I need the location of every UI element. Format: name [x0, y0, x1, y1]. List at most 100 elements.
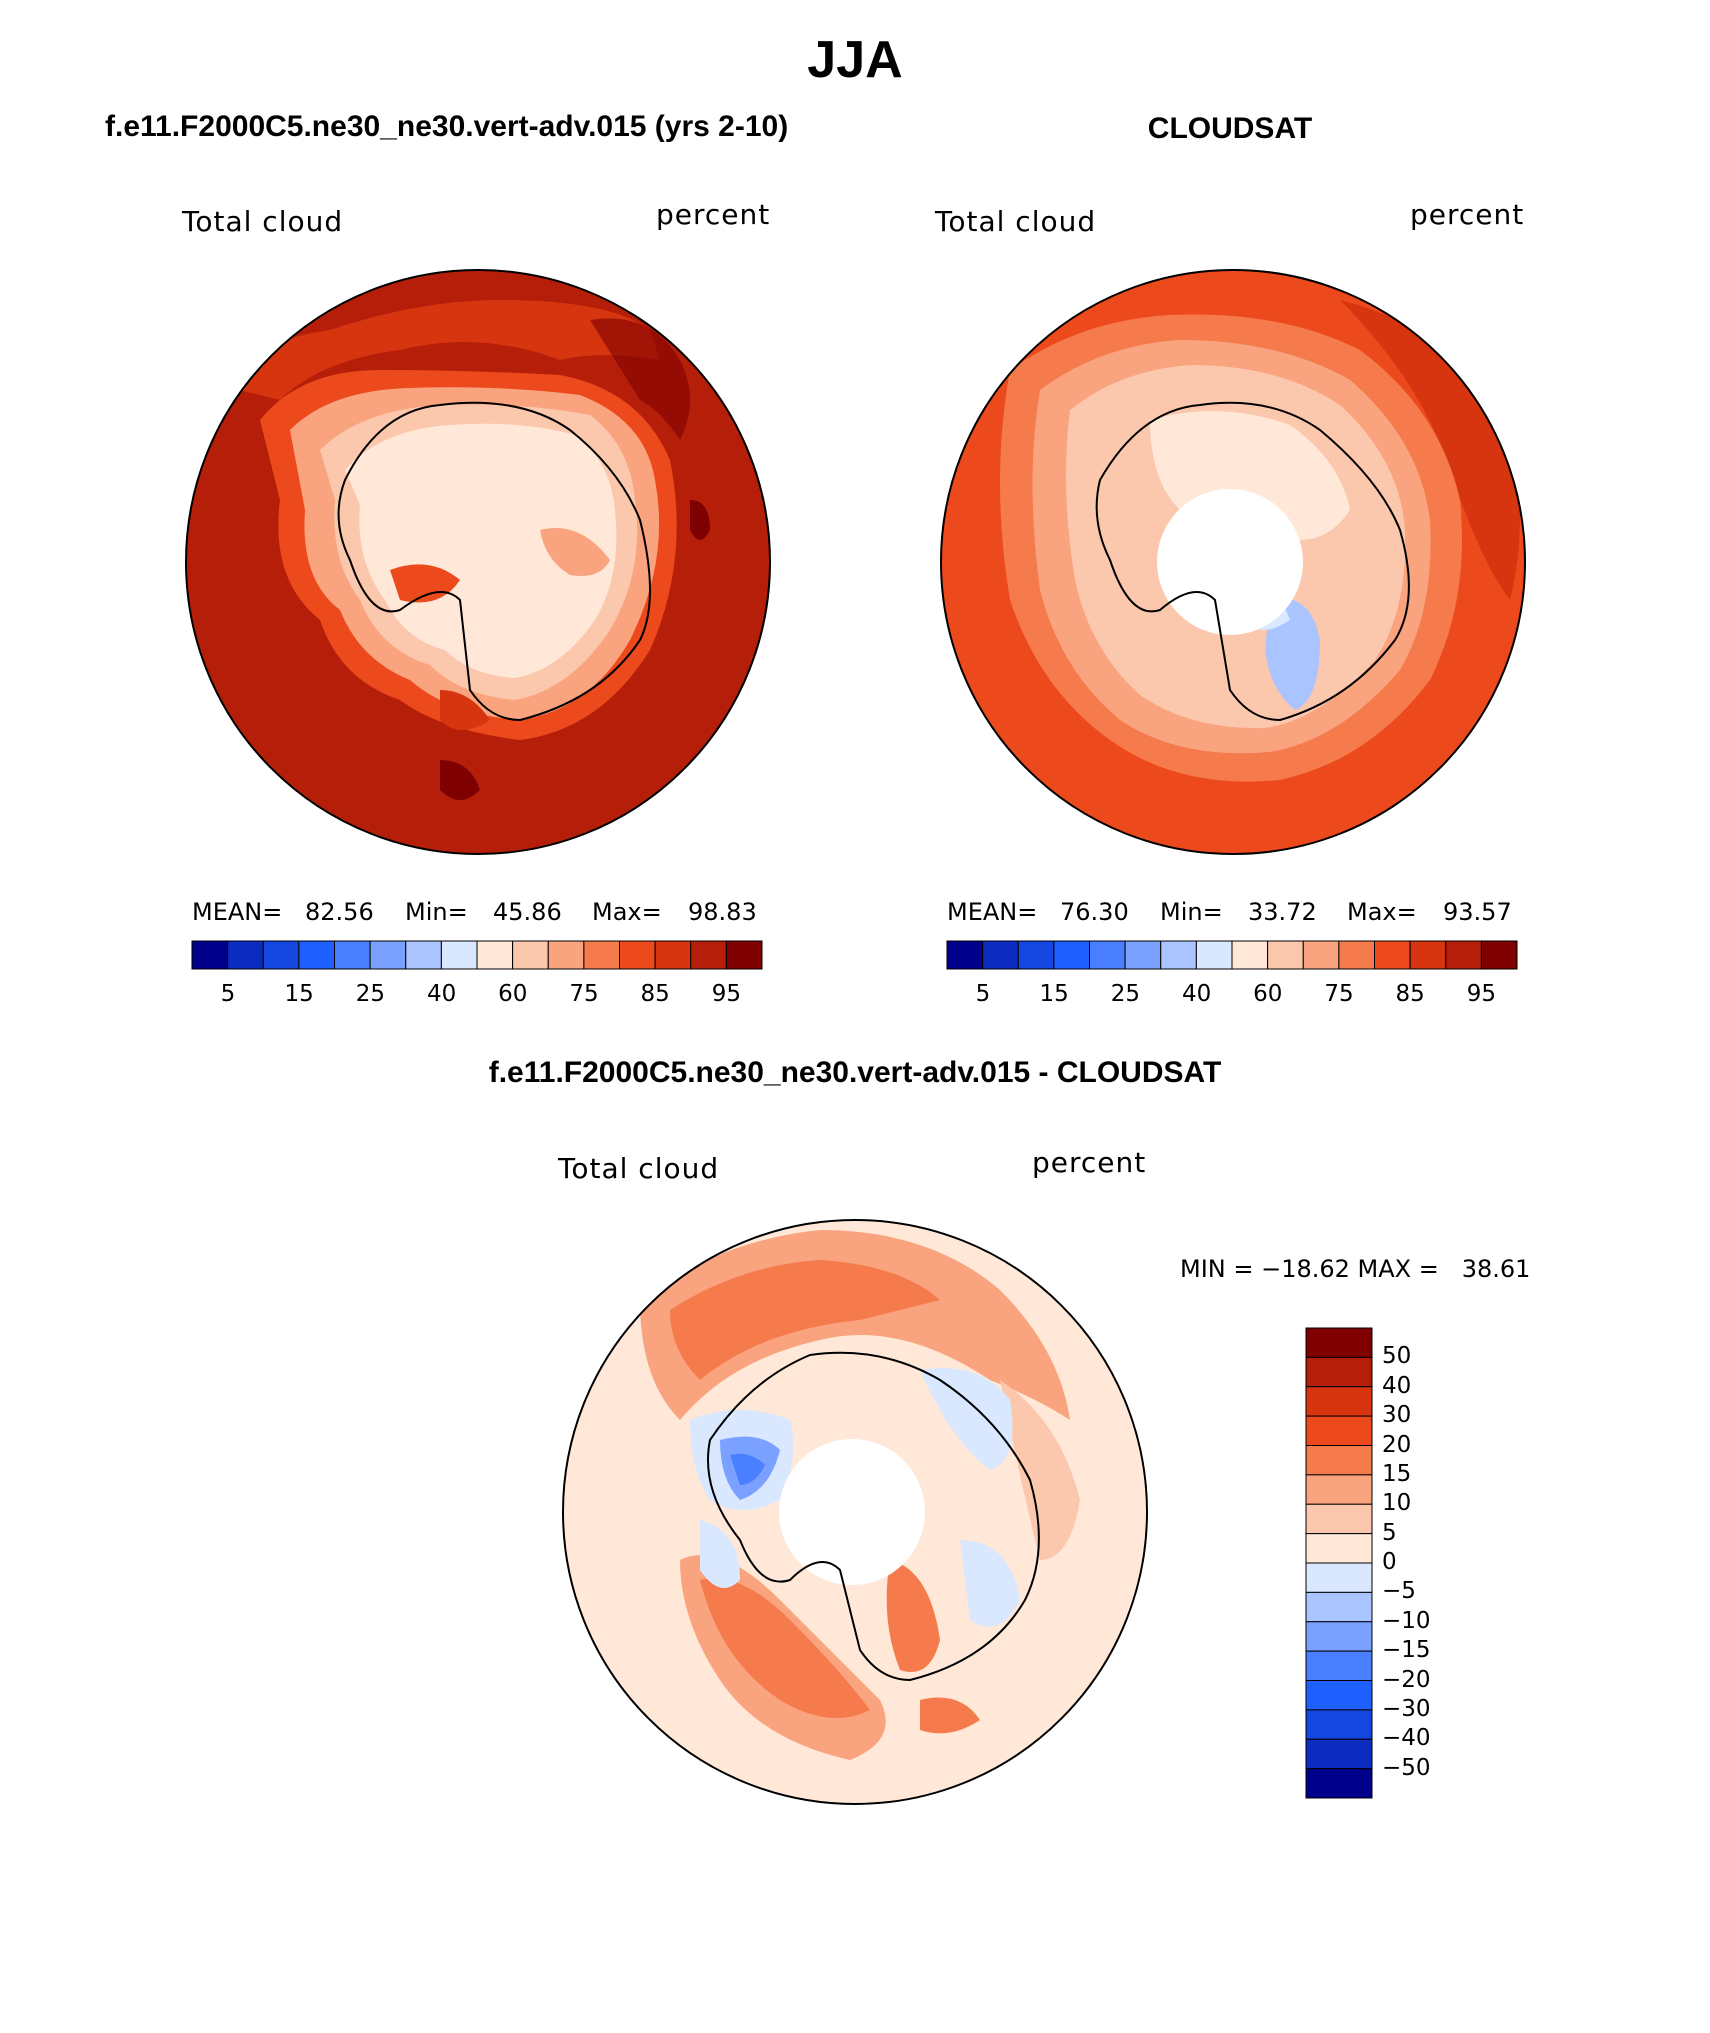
colorbar-swatch	[946, 940, 984, 970]
colorbar-swatch	[1305, 1768, 1373, 1799]
colorbar-tick-label: 40	[1382, 1372, 1412, 1399]
panel-diff-variable: Total cloud	[558, 1152, 720, 1185]
colorbar-swatch	[1231, 940, 1269, 970]
colorbar-swatch	[1195, 940, 1233, 970]
colorbar-swatch	[440, 940, 478, 970]
colorbar-tick-label: 25	[1110, 981, 1141, 1007]
panel-right-max-label: Max=	[1347, 898, 1417, 926]
colorbar-tick-label: 95	[711, 981, 742, 1007]
panel-left-min: 45.86	[493, 898, 562, 926]
colorbar-swatch	[1302, 940, 1340, 970]
colorbar-swatch	[334, 940, 371, 970]
colorbar-tick-label: 60	[498, 981, 528, 1007]
map-difference-total-cloud	[563, 1220, 1147, 1804]
colorbar-tick-label: −5	[1382, 1578, 1416, 1605]
colorbar-swatch	[1305, 1680, 1373, 1711]
colorbar-swatch	[1305, 1415, 1373, 1446]
colorbar-tick-label: 5	[975, 981, 991, 1007]
colorbar-swatch	[405, 940, 442, 970]
colorbar-swatch	[1305, 1503, 1373, 1535]
panel-diff-title: f.e11.F2000C5.ne30_ne30.vert-adv.015 - C…	[488, 1056, 1222, 1089]
panel-right-min-label: Min=	[1160, 898, 1223, 926]
colorbar-swatch	[619, 940, 656, 970]
panel-left-max: 98.83	[688, 898, 757, 926]
colorbar-tick-label: 5	[1382, 1519, 1397, 1546]
colorbar-swatch	[583, 940, 620, 970]
colorbar-tick-label: 85	[1395, 981, 1425, 1007]
colorbar-swatch	[1305, 1533, 1373, 1564]
colorbar-swatch	[512, 940, 549, 970]
colorbar-swatch	[476, 940, 514, 970]
colorbar-swatch	[1017, 940, 1055, 970]
colorbar-swatch	[1305, 1650, 1373, 1681]
colorbar-swatch	[1305, 1621, 1373, 1652]
panel-left-mean: 82.56	[305, 898, 374, 926]
colorbar-swatch	[1089, 940, 1126, 970]
colorbar-swatch	[547, 940, 585, 970]
map-cloudsat-total-cloud	[941, 270, 1525, 854]
colorbar-swatch	[1305, 1356, 1373, 1388]
colorbar-swatch	[1305, 1591, 1373, 1623]
colorbar-swatch	[1053, 940, 1090, 970]
colorbar-difference	[1305, 1327, 1373, 1799]
panel-right-title: CLOUDSAT	[1147, 112, 1313, 145]
colorbar-swatch	[1338, 940, 1375, 970]
colorbar-swatch	[1160, 940, 1197, 970]
colorbar-tick-label: 10	[1382, 1490, 1412, 1517]
colorbar-swatch	[1445, 940, 1482, 970]
colorbar-swatch	[654, 940, 692, 970]
colorbar-tick-label: 40	[1181, 981, 1212, 1007]
colorbar-swatch	[1305, 1445, 1373, 1476]
panel-right-variable: Total cloud	[935, 205, 1097, 238]
colorbar-swatch	[1305, 1562, 1373, 1593]
colorbar-swatch	[1305, 1738, 1373, 1770]
colorbar-tick-label: −10	[1382, 1607, 1431, 1634]
colorbar-swatch	[1267, 940, 1304, 970]
panel-right-units: percent	[1410, 198, 1525, 231]
colorbar-tick-label: 95	[1466, 981, 1497, 1007]
colorbar-swatch	[1305, 1327, 1373, 1358]
colorbar-tick-label: 40	[426, 981, 457, 1007]
colorbar-tick-label: −15	[1382, 1637, 1431, 1664]
colorbar-tick-label: 30	[1382, 1402, 1412, 1429]
panel-diff-minmax: MIN = −18.62 MAX = 38.61	[1180, 1255, 1531, 1283]
panel-left-mean-label: MEAN=	[192, 898, 283, 926]
panel-right-max: 93.57	[1443, 898, 1512, 926]
panel-left-min-label: Min=	[405, 898, 468, 926]
colorbar-swatch	[191, 940, 229, 970]
colorbar-swatch	[1305, 1709, 1373, 1740]
colorbar-tick-label: 15	[1382, 1460, 1412, 1487]
panel-left-units: percent	[656, 198, 771, 231]
colorbar-swatch	[227, 940, 264, 970]
colorbar-swatch	[690, 940, 727, 970]
panel-right-mean-label: MEAN=	[947, 898, 1038, 926]
colorbar-tick-label: 75	[569, 981, 599, 1007]
colorbar-swatch	[369, 940, 407, 970]
colorbar-tick-label: 15	[284, 981, 314, 1007]
colorbar-tick-label: 25	[355, 981, 386, 1007]
panel-diff-units: percent	[1032, 1146, 1147, 1179]
panel-left-max-label: Max=	[592, 898, 662, 926]
colorbar-tick-label: 60	[1253, 981, 1283, 1007]
colorbar-tick-label: 75	[1324, 981, 1354, 1007]
colorbar-tick-label: 50	[1382, 1343, 1412, 1370]
panel-left-variable: Total cloud	[182, 205, 344, 238]
colorbar-swatch	[1480, 940, 1518, 970]
colorbar-swatch	[298, 940, 335, 970]
colorbar-swatch	[1305, 1474, 1373, 1505]
map-model-total-cloud	[186, 270, 770, 854]
colorbar-model	[191, 940, 763, 970]
panel-left-title: f.e11.F2000C5.ne30_ne30.vert-adv.015 (yr…	[105, 110, 789, 143]
panel-right-mean: 76.30	[1060, 898, 1129, 926]
colorbar-tick-label: 5	[220, 981, 236, 1007]
colorbar-swatch	[1409, 940, 1447, 970]
colorbar-tick-label: −30	[1382, 1695, 1431, 1722]
panel-right-min: 33.72	[1248, 898, 1317, 926]
colorbar-swatch	[1305, 1386, 1373, 1417]
colorbar-swatch	[982, 940, 1019, 970]
colorbar-cloudsat	[946, 940, 1518, 970]
main-title: JJA	[807, 31, 903, 89]
colorbar-swatch	[262, 940, 300, 970]
